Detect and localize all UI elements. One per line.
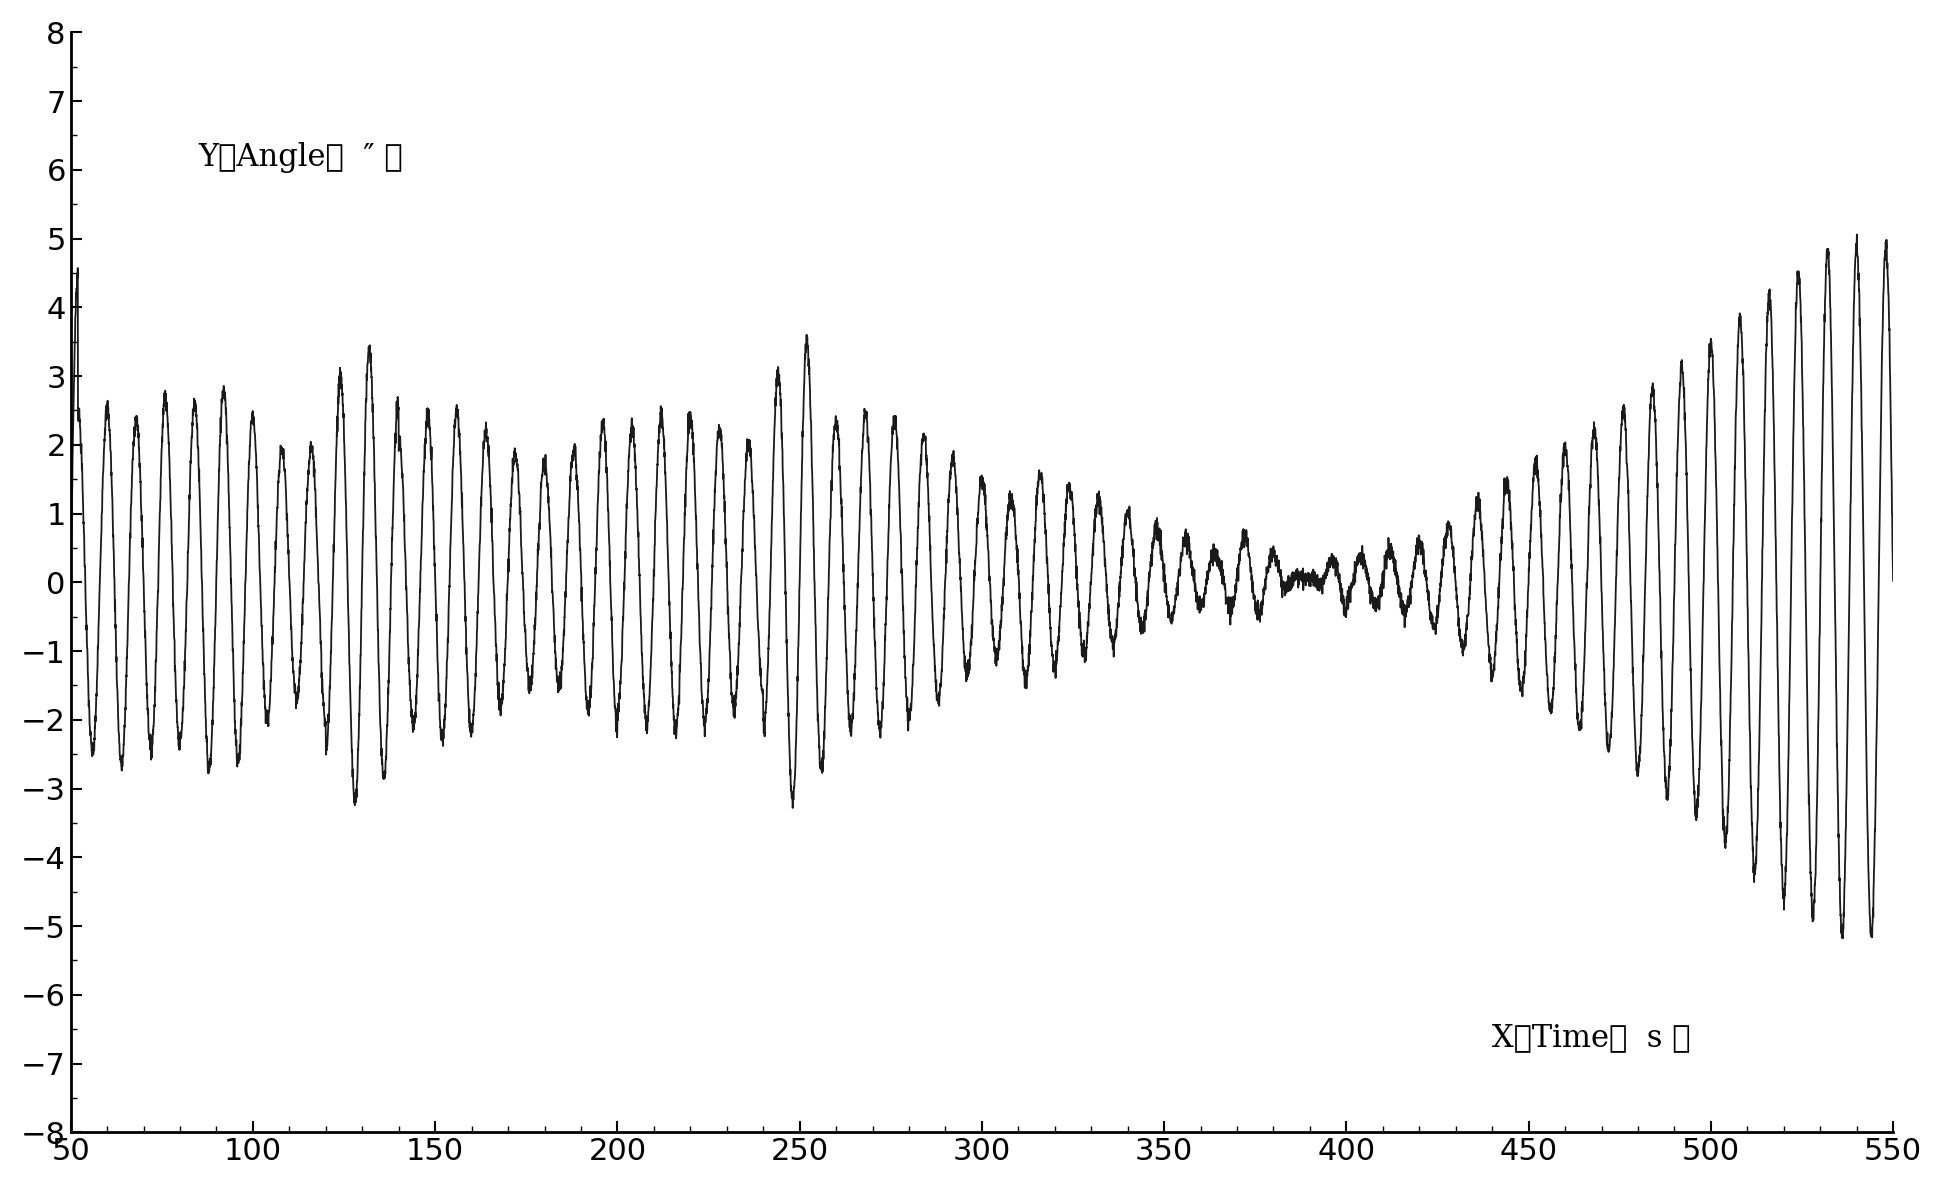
Text: X（Time：  s ）: X（Time： s ） (1492, 1022, 1690, 1053)
Text: Y（Angle：  ″ ）: Y（Angle： ″ ） (198, 142, 402, 173)
